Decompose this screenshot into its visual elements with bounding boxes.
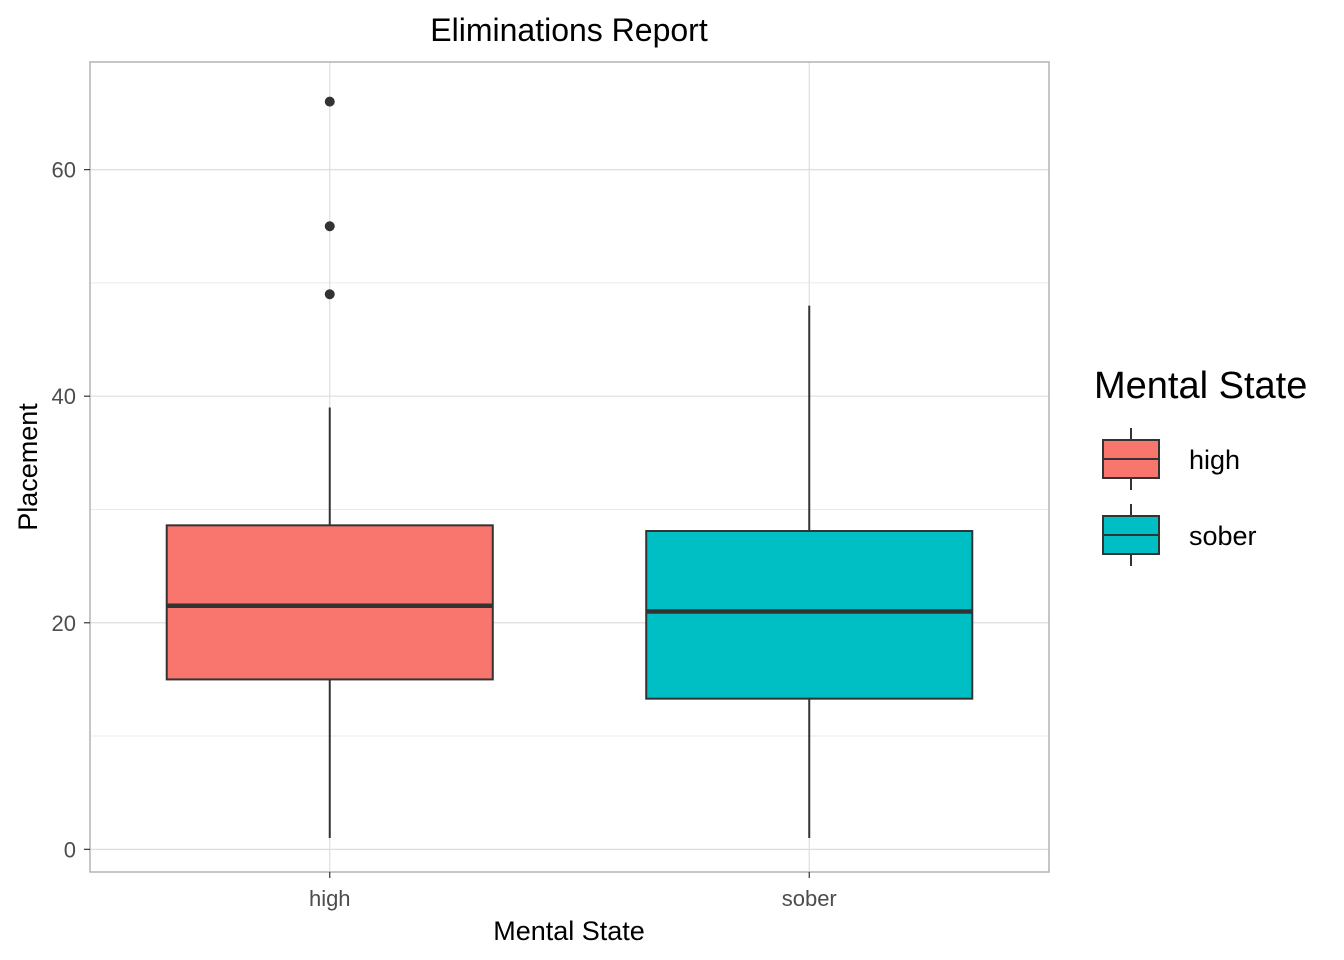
legend-title: Mental State	[1094, 365, 1307, 407]
outlier-point	[324, 96, 335, 107]
y-tick-label: 20	[52, 611, 76, 636]
plot-area: 0 20 40 60 high sober	[52, 61, 1050, 911]
x-axis-label: Mental State	[493, 916, 645, 946]
legend-label: high	[1189, 445, 1240, 475]
x-tick-label: sober	[782, 886, 837, 911]
legend-entries: high sober	[1102, 428, 1257, 566]
legend-item-high: high	[1102, 428, 1240, 490]
legend: Mental State high sober	[1094, 365, 1307, 566]
y-tick-label: 0	[64, 837, 76, 862]
box-high	[165, 96, 494, 839]
box-sober	[645, 305, 974, 839]
y-axis-label: Placement	[13, 403, 43, 531]
x-tick-label: high	[309, 886, 351, 911]
chart-title: Eliminations Report	[430, 12, 708, 48]
outlier-point	[324, 221, 335, 232]
y-tick-label: 40	[52, 384, 76, 409]
plot-panel	[90, 62, 1049, 872]
panel-border	[89, 61, 1050, 873]
outlier-point	[324, 289, 335, 300]
legend-label: sober	[1189, 521, 1257, 551]
y-tick-label: 60	[52, 158, 76, 183]
legend-item-sober: sober	[1102, 504, 1257, 566]
box-iqr	[645, 530, 974, 700]
box-iqr	[165, 524, 494, 681]
